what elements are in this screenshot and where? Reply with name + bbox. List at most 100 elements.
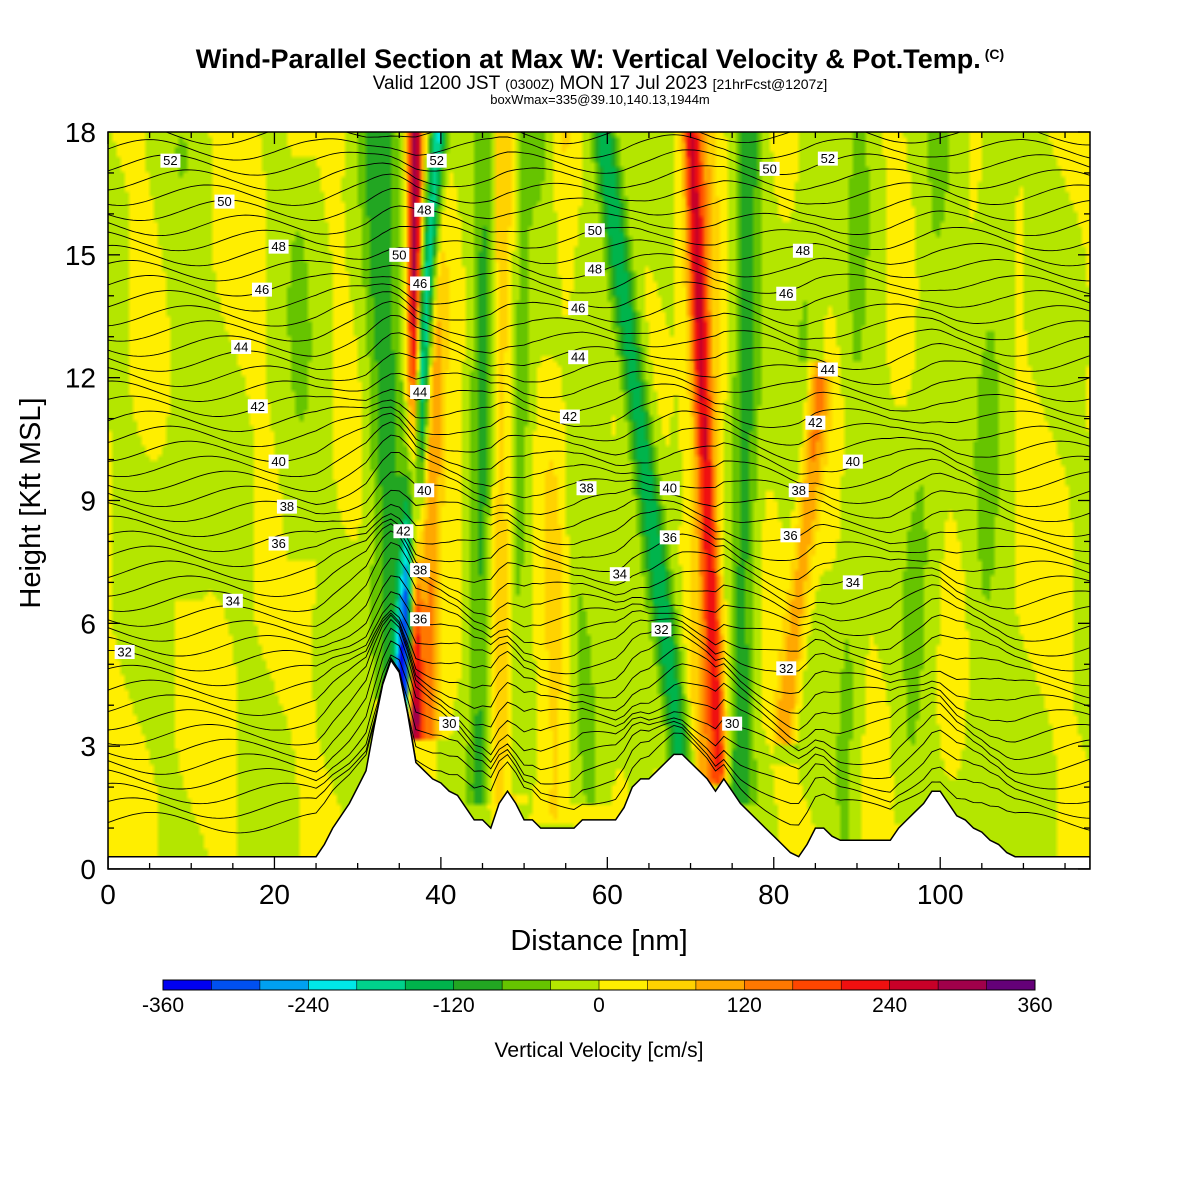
contour-label-text: 46 xyxy=(571,301,585,316)
theta-contour-line xyxy=(108,654,1090,790)
theta-contour-line xyxy=(108,603,1090,687)
contour-label-box xyxy=(576,481,597,496)
contour-label-text: 46 xyxy=(413,276,427,291)
theta-contour-line xyxy=(108,657,1090,819)
colorbar-swatch xyxy=(986,980,1036,990)
contour-label-box xyxy=(410,384,431,399)
x-axis-label: Distance [nm] xyxy=(510,925,687,957)
theta-contour-line xyxy=(108,434,1090,493)
contour-label-box xyxy=(114,644,135,659)
theta-contour-line xyxy=(108,513,1090,568)
contour-label-text: 40 xyxy=(846,454,860,469)
contour-label-text: 30 xyxy=(725,716,739,731)
contour-label-box xyxy=(276,499,297,514)
contour-label-text: 34 xyxy=(613,567,627,582)
contour-label-box xyxy=(426,153,447,168)
valid-time: Valid 1200 JST (0300Z) MON 17 Jul 2023 [… xyxy=(0,73,1200,95)
theta-contour-line xyxy=(108,205,1090,237)
contour-label-text: 52 xyxy=(429,153,443,168)
contour-label-text: 42 xyxy=(808,415,822,430)
x-tick-label: 0 xyxy=(100,879,116,910)
contour-label: 40 xyxy=(659,481,680,496)
contour-label-text: 50 xyxy=(588,223,602,238)
colorbar-tick-label: 0 xyxy=(593,994,605,1017)
colorbar-swatch xyxy=(792,980,842,990)
contour-label: 44 xyxy=(817,362,838,377)
y-tick-label: 0 xyxy=(80,854,96,885)
valid-prefix: Valid 1200 JST xyxy=(372,73,500,94)
colorbar-tick-label: -120 xyxy=(433,994,475,1017)
contour-label-text: 52 xyxy=(163,153,177,168)
vertical-velocity-field xyxy=(108,132,1090,869)
theta-contour-line xyxy=(108,618,1090,746)
contour-label-box xyxy=(222,593,243,608)
contour-label: 40 xyxy=(268,454,289,469)
theta-contour-line xyxy=(108,523,1090,597)
contour-label-text: 32 xyxy=(117,644,131,659)
colorbar-swatch xyxy=(163,980,212,990)
contour-label-text: 38 xyxy=(280,499,294,514)
theta-contour-line xyxy=(108,518,1090,582)
contour-label-box xyxy=(805,415,826,430)
contour-label-box xyxy=(776,286,797,301)
contour-label-box xyxy=(410,276,431,291)
contour-label-box xyxy=(389,247,410,262)
contour-label: 42 xyxy=(247,399,268,414)
theta-contour-line xyxy=(108,314,1090,357)
contour-label: 32 xyxy=(114,644,135,659)
contour-label: 50 xyxy=(389,247,410,262)
terrain-profile xyxy=(108,658,1090,869)
contour-label-text: 30 xyxy=(442,716,456,731)
colorbar-tick-label: -360 xyxy=(142,994,184,1017)
contour-label-text: 48 xyxy=(417,202,431,217)
contour-label-box xyxy=(251,282,272,297)
theta-contour-line xyxy=(108,575,1090,657)
theta-contour-line xyxy=(108,452,1090,508)
theta-contour-line xyxy=(108,332,1090,372)
colorbar-swatch xyxy=(211,980,261,990)
contour-label-text: 36 xyxy=(413,612,427,627)
colorbar-swatch xyxy=(356,980,406,990)
contour-label: 42 xyxy=(393,524,414,539)
colorbar-swatch xyxy=(938,980,988,990)
contour-label: 36 xyxy=(410,612,431,627)
y-tick-label: 15 xyxy=(65,240,96,271)
contour-label-box xyxy=(410,563,431,578)
contour-label-box xyxy=(759,161,780,176)
contour-label-text: 38 xyxy=(413,563,427,578)
contour-label: 46 xyxy=(410,276,431,291)
contour-label: 42 xyxy=(805,415,826,430)
contour-label-box xyxy=(788,483,809,498)
theta-contour-line xyxy=(108,591,1090,672)
theta-contour-line xyxy=(108,383,1090,417)
contour-label: 34 xyxy=(609,567,630,582)
contour-label-text: 46 xyxy=(779,286,793,301)
contour-label-text: 44 xyxy=(821,362,835,377)
title-main: Wind-Parallel Section at Max W: Vertical… xyxy=(195,44,981,74)
contour-label: 44 xyxy=(568,350,589,365)
theta-contour-line xyxy=(108,421,1090,478)
contour-label-box xyxy=(268,536,289,551)
contour-label-box xyxy=(817,151,838,166)
theta-contour-line xyxy=(108,614,1090,731)
theta-contour-line xyxy=(108,281,1090,312)
contour-label: 40 xyxy=(842,454,863,469)
theta-contour-line xyxy=(108,188,1090,221)
contour-label: 44 xyxy=(231,339,252,354)
contour-label-text: 32 xyxy=(654,622,668,637)
colorbar-tick-label: -240 xyxy=(287,994,329,1017)
contour-label: 36 xyxy=(659,530,680,545)
colorbar-swatch xyxy=(599,980,648,990)
contour-label-text: 44 xyxy=(571,350,585,365)
contour-label: 48 xyxy=(792,243,813,258)
contour-label-box xyxy=(776,661,797,676)
colorbar-swatch xyxy=(889,980,939,990)
contour-label-text: 50 xyxy=(762,161,776,176)
y-tick-label: 3 xyxy=(80,731,96,762)
contour-label: 46 xyxy=(568,301,589,316)
contour-label-box xyxy=(214,194,235,209)
contour-label-text: 34 xyxy=(226,593,240,608)
contour-label-box xyxy=(414,202,435,217)
